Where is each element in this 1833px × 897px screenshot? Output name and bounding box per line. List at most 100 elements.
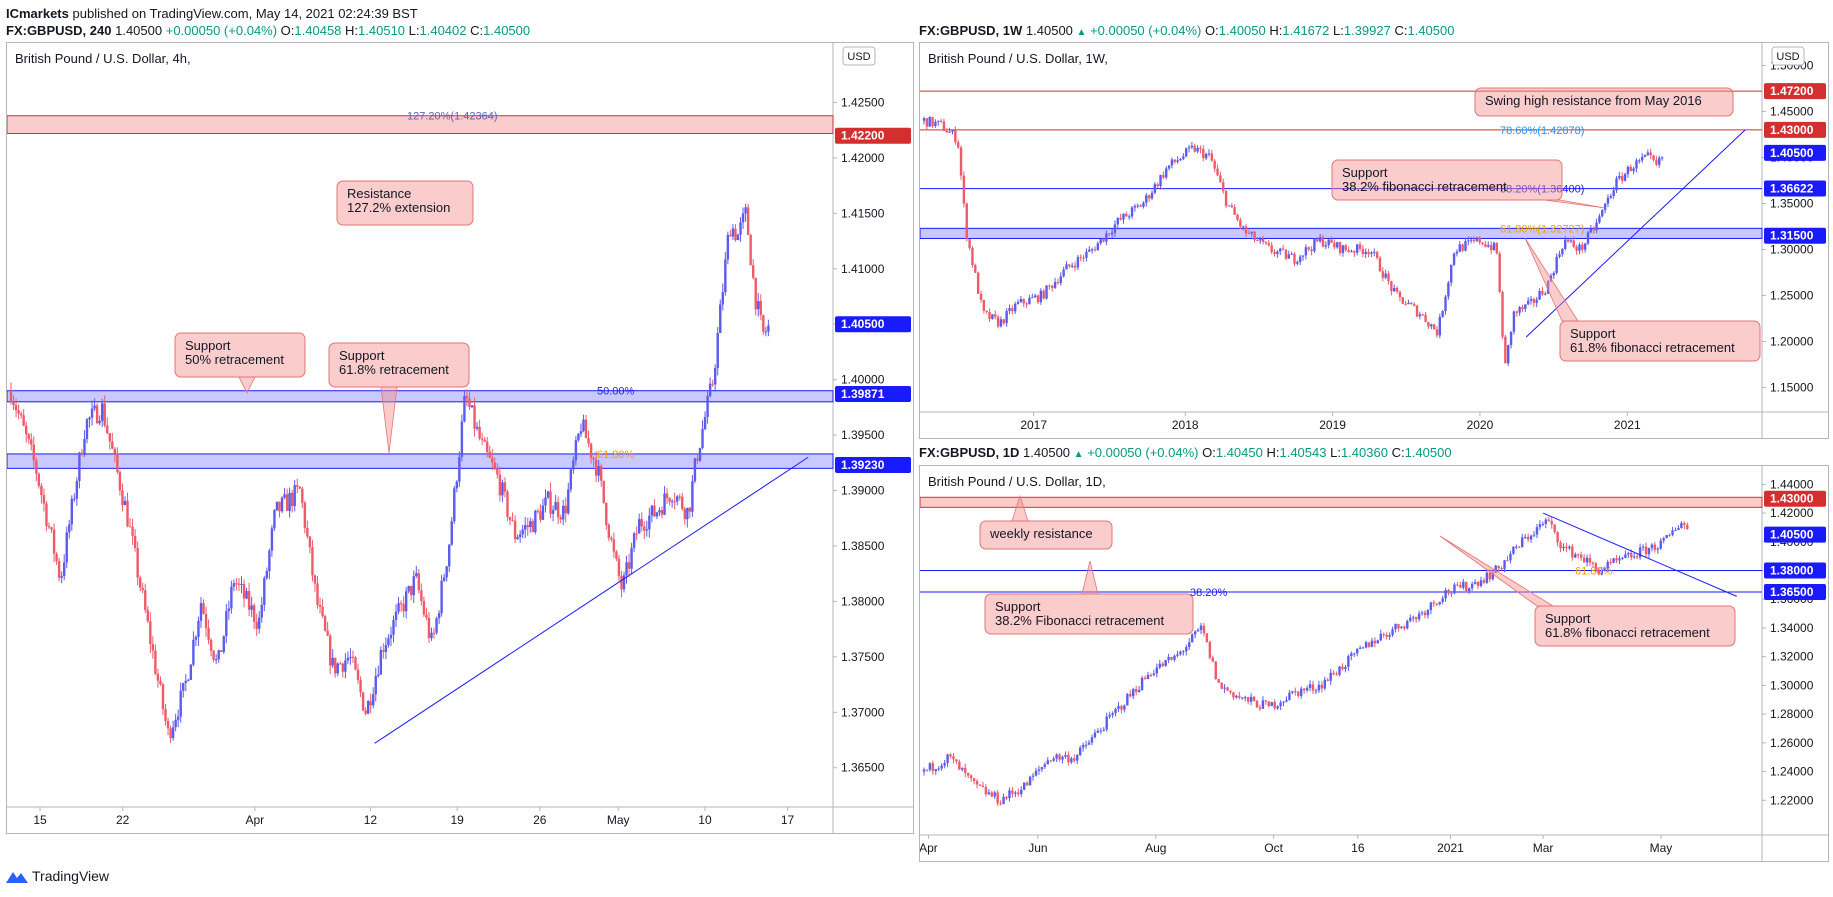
candle-body xyxy=(1512,311,1516,332)
candle-body xyxy=(1136,205,1139,207)
candle-body xyxy=(1052,758,1055,761)
candle-body xyxy=(1088,249,1091,252)
candle-body xyxy=(999,319,1003,327)
candle-body xyxy=(52,529,56,554)
candle-body xyxy=(331,657,334,666)
candle-body xyxy=(1680,523,1683,529)
candle-body xyxy=(974,265,977,273)
candle-body xyxy=(1011,308,1014,312)
candle-body xyxy=(106,425,109,434)
candle-body xyxy=(311,547,314,576)
candle-body xyxy=(731,228,735,237)
price-badge xyxy=(1764,121,1826,138)
price-badge-label: 1.40500 xyxy=(1770,528,1814,542)
candle-body xyxy=(40,485,43,496)
candle-body xyxy=(1296,262,1299,264)
candle-body xyxy=(374,675,377,695)
candle-body xyxy=(1005,796,1008,799)
tradingview-logo[interactable]: TradingView xyxy=(6,868,109,884)
h4-chart-panel[interactable]: 127.20%(1.42364) 50.00% 61.80% 1.36500 1.370… xyxy=(6,42,914,834)
candle-body xyxy=(1415,305,1419,317)
candle-body xyxy=(14,405,18,411)
x-tick-label: 2020 xyxy=(1467,418,1494,432)
candle-body xyxy=(959,147,963,176)
candle-body xyxy=(1582,557,1586,563)
candle-body xyxy=(577,433,580,441)
w1-chart-svg[interactable]: 78.60%(1.42878) 38.20%(1.36400) 61.80%(1.3… xyxy=(920,43,1828,438)
candle-body xyxy=(627,562,631,569)
candle-body xyxy=(422,600,426,615)
candle-body xyxy=(1310,249,1313,252)
h4-symbol-line: FX:GBPUSD, 240 1.40500 +0.00050 (+0.04%)… xyxy=(6,23,530,38)
candle-body xyxy=(171,727,175,739)
candle-body xyxy=(1093,732,1097,738)
candle-body xyxy=(681,496,684,509)
candle-body xyxy=(653,505,656,517)
candle-body xyxy=(455,481,459,489)
candle-body xyxy=(1500,568,1503,570)
candle-body xyxy=(250,605,253,610)
candle-body xyxy=(562,505,565,520)
candle-body xyxy=(1575,246,1578,251)
candle-body xyxy=(658,510,661,513)
candle-body xyxy=(1473,582,1477,584)
candle-body xyxy=(1375,252,1379,258)
d1-chart-svg[interactable]: 61.80% 38.20% 1.22000 1.24000 1.26000 1.28000… xyxy=(920,466,1828,861)
candle-body xyxy=(1524,304,1527,310)
candle-body xyxy=(230,586,233,609)
y-tick-label: 1.42000 xyxy=(1770,506,1814,520)
candle-body xyxy=(435,618,438,633)
callout-pointer xyxy=(380,386,398,454)
candle-body xyxy=(1233,207,1236,215)
annotation-box xyxy=(328,342,470,388)
candle-body xyxy=(1506,560,1509,562)
price-badge-label: 1.43000 xyxy=(1770,492,1814,506)
annotation-text: 50% retracement xyxy=(185,352,284,367)
candle-body xyxy=(965,203,968,240)
candle-body xyxy=(217,650,220,660)
y-tick-label: 1.20000 xyxy=(1770,335,1814,349)
trendline xyxy=(1542,512,1737,597)
candle-body xyxy=(999,803,1002,805)
w1-chart-panel[interactable]: 78.60%(1.42878) 38.20%(1.36400) 61.80%(1.3… xyxy=(919,42,1829,439)
candle-body xyxy=(940,765,943,769)
annotation-box xyxy=(1559,320,1761,362)
candle-body xyxy=(1395,287,1399,292)
candle-body xyxy=(1096,243,1100,251)
candle-body xyxy=(1061,756,1064,760)
candle-body xyxy=(1232,692,1235,698)
candle-body xyxy=(1526,536,1530,540)
candle-body xyxy=(402,603,405,612)
candle-body xyxy=(1049,760,1052,762)
candle-body xyxy=(1588,557,1592,563)
candle-body xyxy=(1196,629,1200,632)
candle-body xyxy=(1529,298,1533,301)
candle-body xyxy=(1400,626,1403,629)
candle-body xyxy=(65,532,68,563)
candle-body xyxy=(448,544,451,567)
candle-body xyxy=(1553,524,1556,532)
candle-body xyxy=(1515,311,1518,313)
candle-body xyxy=(1241,226,1245,228)
candle-body xyxy=(1488,572,1492,580)
candle-body xyxy=(1361,248,1365,255)
candle-body xyxy=(572,460,575,470)
candle-body xyxy=(1025,303,1028,305)
candle-body xyxy=(1640,156,1644,161)
candle-body xyxy=(1176,654,1179,656)
support-zone xyxy=(7,390,834,403)
d1-chart-panel[interactable]: 61.80% 38.20% 1.22000 1.24000 1.26000 1.28000… xyxy=(919,465,1829,862)
candle-body xyxy=(1273,702,1276,709)
candle-body xyxy=(1356,648,1359,654)
candle-body xyxy=(1327,239,1330,246)
fib-label: 61.80%(1.32727) xyxy=(1500,223,1584,235)
annotation-box xyxy=(979,520,1113,550)
candle-body xyxy=(1544,519,1548,524)
h4-chart-svg[interactable]: 127.20%(1.42364) 50.00% 61.80% 1.36500 1.370… xyxy=(7,43,913,833)
candle-body xyxy=(1314,690,1318,692)
candle-body xyxy=(972,778,976,782)
publisher-name[interactable]: ICmarkets xyxy=(6,6,69,21)
candle-body xyxy=(951,130,954,132)
candle-body xyxy=(192,639,195,665)
candle-body xyxy=(242,583,246,599)
